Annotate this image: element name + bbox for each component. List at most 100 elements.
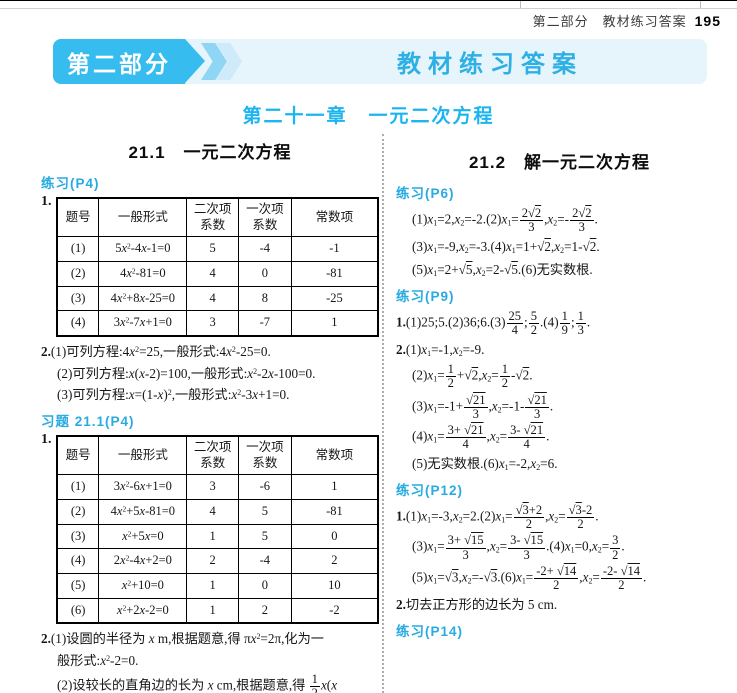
answer-line: 般形式:x2-2=0.: [57, 652, 139, 668]
table-header-cell: 一次项 系数: [237, 197, 292, 238]
table-cell: x2+5x=0: [98, 523, 188, 550]
table-header-cell: 一般形式: [98, 197, 188, 238]
table-cell: 1: [186, 572, 239, 599]
table-header-cell: 题号: [56, 435, 100, 476]
table-cell: 5: [186, 236, 239, 262]
answer-line: (4)x1= 3+ √21 4 ,x2= 3- √21 4.: [412, 422, 550, 452]
table-cell: 4: [186, 260, 239, 287]
table-cell: (2): [56, 499, 100, 525]
answer-item-hw-1: 1. 题号 一般形式 二次项 系数 一次项 系数 常数项 (1) 3x2-6x+1=0 3-…: [41, 432, 379, 625]
answer-table-1: 题号 一般形式 二次项 系数 一次项 系数 常数项 (1) 5x2-4x-1=0 5 -4 -1…: [56, 197, 379, 337]
table-row: (2) 4x2+5x-81=0 4 5 -81: [56, 499, 379, 525]
table-cell: 2: [237, 597, 292, 624]
table-row: (4) 2x2-4x+2=0 2 -4 2: [56, 548, 379, 574]
section-title-21-2: 21.2 解一元二次方程: [468, 153, 651, 172]
table-cell: 4x2-81=0: [98, 260, 188, 287]
answer-line: 2.(1)设圆的半径为 x m,根据题意,得 πx2=2π,化为一: [41, 631, 324, 647]
answer-table-2: 题号 一般形式 二次项 系数 一次项 系数 常数项 (1) 3x2-6x+1=0 3 -6 1(…: [56, 435, 379, 625]
table-row: (6) x2+2x-2=0 1 2 -2: [56, 597, 379, 624]
answer-line: (2)x1= 1 2 +√2,x2= 1 2 -√2.: [412, 362, 533, 391]
answer-line: (2)可列方程:x(x-2)=100,一般形式:x2-2x-100=0.: [57, 365, 316, 381]
table-cell: 1: [186, 523, 239, 550]
table-header-cell: 二次项 系数: [186, 197, 239, 238]
table-cell: 3x2-7x+1=0: [98, 310, 188, 337]
table-row: (2) 4x2-81=0 4 0 -81: [56, 260, 379, 287]
table-cell: 5: [237, 523, 292, 550]
header-part-label: 第二部分: [532, 14, 589, 29]
table-cell: 0: [237, 260, 292, 287]
top-border: [0, 0, 737, 1]
answer-block-p12: 1.(1)x1=-3,x2=2.(2)x1= √3+2 2 ,x2= √3-2 2. (3)…: [396, 503, 723, 615]
table-cell: 4: [186, 285, 239, 312]
table-cell: (4): [56, 548, 100, 574]
table-row: (1) 3x2-6x+1=0 3 -6 1: [56, 474, 379, 501]
answer-block-p6: (1)x1=2,x2=-2.(2)x1= 2√2 3 ,x2=- 2√2 3. (3)x1=…: [396, 206, 723, 280]
table-cell: -81: [290, 499, 379, 525]
table-cell: 3: [186, 310, 239, 337]
table-cell: (5): [56, 572, 100, 599]
table-row: (3) 4x2+8x-25=0 4 8 -25: [56, 285, 379, 312]
answer-line: (3)x1= 3+ √15 3 ,x2= 3- √15 3 .(4)x1=0,x2= 3 2.: [412, 533, 625, 562]
header-title-label: 教材练习答案: [602, 14, 687, 29]
answer-line: (1)x1=2,x2=-2.(2)x1= 2√2 3 ,x2=- 2√2 3.: [412, 206, 598, 235]
table-header-row: 题号 一般形式 二次项 系数 一次项 系数 常数项: [56, 197, 379, 238]
table-cell: 1: [290, 310, 379, 337]
answer-line: (3)可列方程:x=(1-x)2,一般形式:x2-3x+1=0.: [57, 387, 290, 403]
answer-line: 2.切去正方形的边长为 5 cm.: [396, 597, 558, 613]
table-row: (4) 3x2-7x+1=0 3 -7 1: [56, 310, 379, 337]
table-cell: 1: [186, 597, 239, 624]
running-header: 第二部分 教材练习答案 195: [533, 11, 721, 30]
item-number: 1.: [41, 194, 52, 209]
answer-block-2: 2.(1)可列方程:4x2=25,一般形式:4x2-25=0. (2)可列方程:x…: [41, 342, 379, 405]
table-cell: -6: [237, 474, 292, 501]
table-cell: (1): [56, 236, 100, 262]
table-cell: 2x2-4x+2=0: [98, 548, 188, 574]
table-body: (1) 3x2-6x+1=0 3 -6 1 (2) 4x2+5x-81=0 4 5 -81 (3) x…: [56, 474, 379, 624]
table-cell: 8: [237, 285, 292, 312]
arrow-right-icon: [185, 39, 205, 83]
table-header-cell: 常数项: [290, 197, 379, 238]
table-cell: (3): [56, 285, 100, 312]
table-row: (5) x2+10=0 1 0 10: [56, 572, 379, 599]
page-number: 195: [694, 13, 721, 29]
table-header-cell: 一般形式: [98, 435, 188, 476]
table-cell: 0: [290, 523, 379, 550]
homework-label-21-1-p4: 习题 21.1(P4): [41, 414, 135, 430]
table-header-cell: 常数项: [290, 435, 379, 476]
right-column: 21.2 解一元二次方程 练习(P6) (1)x1=2,x2=-2.(2)x1=…: [396, 134, 723, 645]
left-column: 21.1 一元二次方程 练习(P4) 1. 题号 一般形式 二次项 系数 一次项 系数…: [41, 134, 379, 693]
exercise-label-p12: 练习(P12): [396, 483, 464, 499]
table-cell: x2+2x-2=0: [98, 597, 188, 624]
table-cell: 2: [290, 548, 379, 574]
answer-line: (5)x1=√3,x2=-√3.(6)x1= -2+ √14 2 ,x2= -2- √1…: [412, 563, 647, 592]
table-cell: 5: [237, 499, 292, 525]
section-title-21-1: 21.1 一元二次方程: [128, 143, 292, 162]
crop-mark: [700, 1, 701, 8]
answer-block-hw-2: 2.(1)设圆的半径为 x m,根据题意,得 πx2=2π,化为一般形式:x2-…: [41, 629, 379, 693]
section-banner: 第二部分 教材练习答案: [53, 39, 707, 84]
table-cell: -7: [237, 310, 292, 337]
answer-line: (3)x1=-1+ √21 3 ,x2=-1- √21 3.: [412, 392, 554, 421]
table-cell: -25: [290, 285, 379, 312]
table-cell: 3x2-6x+1=0: [98, 474, 188, 501]
banner-part-box: 第二部分: [53, 39, 185, 84]
table-cell: 3: [186, 474, 239, 501]
table-header-cell: 二次项 系数: [186, 435, 239, 476]
item-number: 1.: [41, 432, 52, 448]
banner-part-label: 第二部分: [67, 50, 171, 77]
table-cell: -1: [290, 236, 379, 262]
crop-mark: [520, 1, 521, 8]
exercise-label-p4: 练习(P4): [41, 176, 100, 191]
table-cell: (2): [56, 260, 100, 287]
chapter-title: 第二十一章 一元二次方程: [242, 106, 495, 127]
table-cell: 10: [290, 572, 379, 599]
table-cell: 4x2+5x-81=0: [98, 499, 188, 525]
table-header-row: 题号 一般形式 二次项 系数 一次项 系数 常数项: [56, 435, 379, 476]
exercise-label-p9: 练习(P9): [396, 289, 455, 305]
answer-block-p9: 1.(1)25;5.(2)36;6.(3) 25 4; 5 2 .(4) 1 9; 1 3. 2.(…: [396, 309, 723, 474]
exercise-label-p14: 练习(P14): [396, 623, 464, 639]
answer-item-1: 1. 题号 一般形式 二次项 系数 一次项 系数 常数项 (1) 5x2-4x-1=0 5-…: [41, 194, 379, 337]
answer-line: 1.(1)x1=-3,x2=2.(2)x1= √3+2 2 ,x2= √3-2 2.: [396, 503, 599, 532]
table-cell: (1): [56, 474, 100, 501]
